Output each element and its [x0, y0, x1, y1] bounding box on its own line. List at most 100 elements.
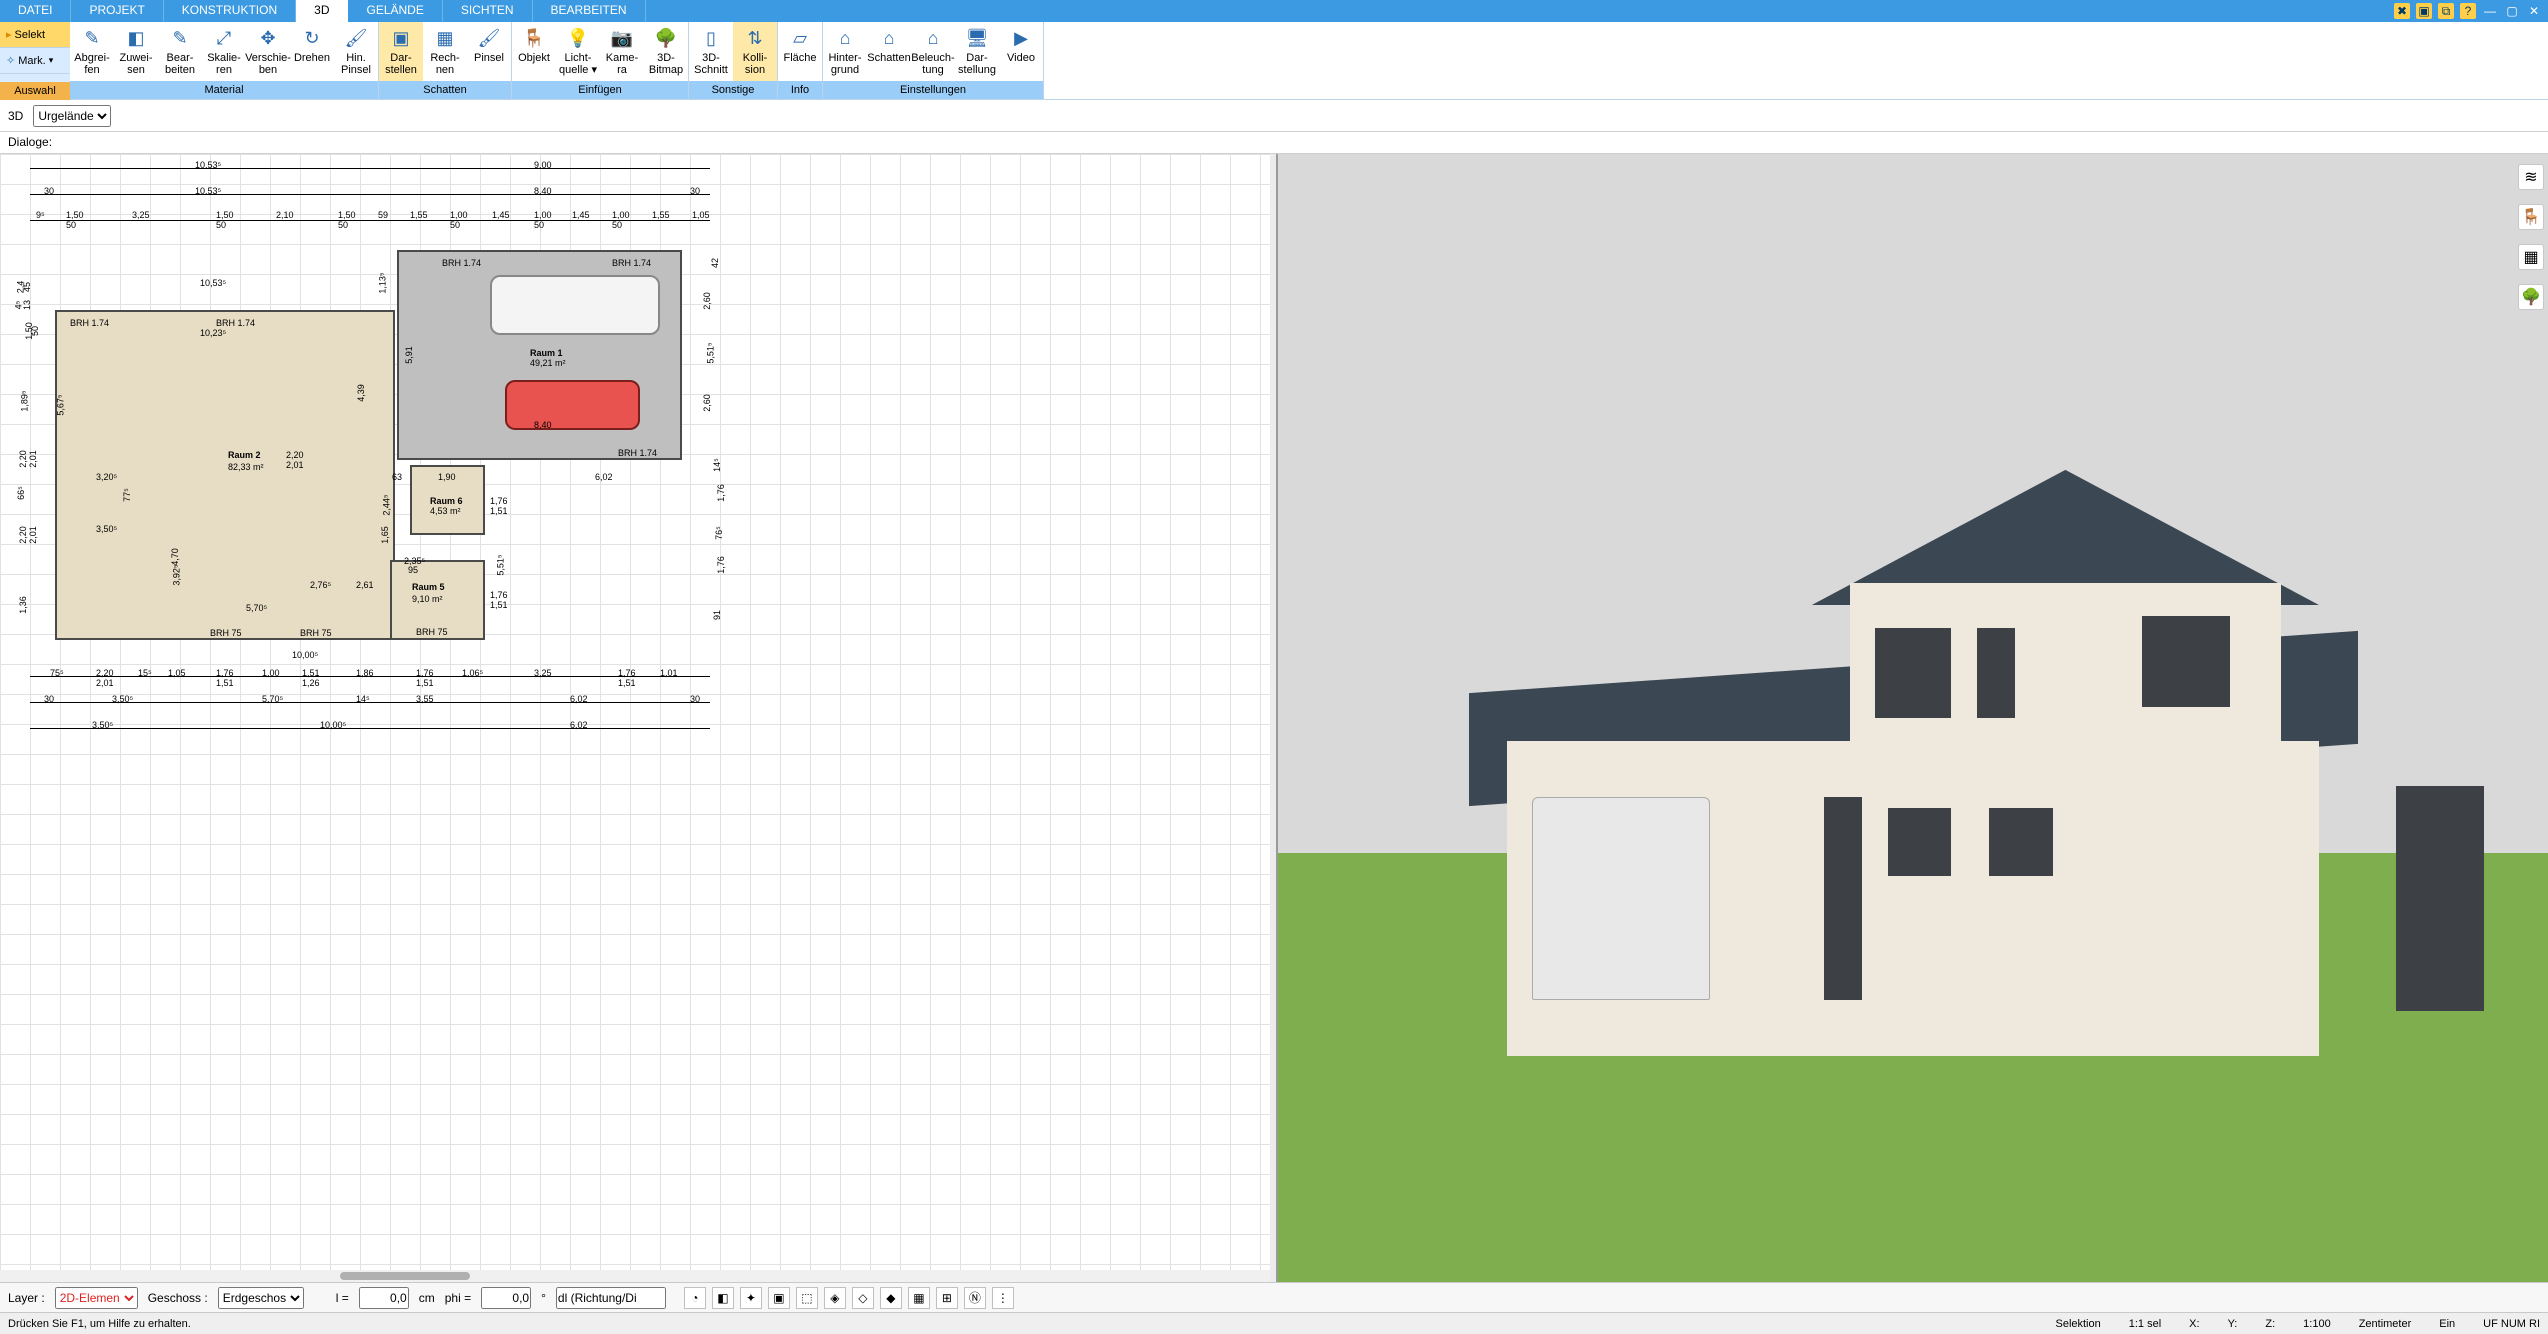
- dimension: 1,51: [490, 600, 508, 610]
- ribbon-beleuchtung[interactable]: ⌂Beleuch-tung: [911, 22, 955, 81]
- tool-icon-11[interactable]: ⋮: [992, 1287, 1014, 1309]
- geschoss-label: Geschoss :: [148, 1291, 208, 1305]
- box-icon[interactable]: ▣: [2416, 3, 2432, 19]
- dimension: BRH 1.74: [70, 318, 109, 328]
- phi-input[interactable]: [481, 1287, 531, 1309]
- ribbon-3d-bitmap[interactable]: 🌳3D-Bitmap: [644, 22, 688, 81]
- toolbar-icons: ◔ ◧ ✦ ▣ ⬚ ◈ ◇ ◆ ▦ ⊞ Ⓝ ⋮: [684, 1287, 1014, 1309]
- tool-icon-0[interactable]: ◔: [684, 1287, 706, 1309]
- group-label-material: Material: [70, 81, 378, 99]
- ribbon-lichtquelle[interactable]: 💡Licht-quelle ▾: [556, 22, 600, 81]
- car-white[interactable]: [490, 275, 660, 335]
- l-input[interactable]: [359, 1287, 409, 1309]
- menu-tab-projekt[interactable]: PROJEKT: [71, 0, 163, 22]
- geschoss-select[interactable]: Erdgeschos: [218, 1287, 304, 1309]
- ribbon-hin-pinsel[interactable]: 🖌Hin.Pinsel: [334, 22, 378, 81]
- ribbon-3d-schnitt[interactable]: ▯3D-Schnitt: [689, 22, 733, 81]
- menu-tab-sichten[interactable]: SICHTEN: [443, 0, 533, 22]
- dimension: Raum 2: [228, 450, 261, 460]
- floorplan-view[interactable]: 10.53⁵9.0010.53⁵8.4030309⁵1,50503,251,50…: [0, 154, 1270, 1282]
- l-unit: cm: [419, 1291, 435, 1305]
- mark-mode[interactable]: ✧Mark.▾: [0, 48, 70, 74]
- ribbon-bearbeiten[interactable]: ✎Bear-beiten: [158, 22, 202, 81]
- ribbon-rechnen[interactable]: ▦Rech-nen: [423, 22, 467, 81]
- tool-icon-1[interactable]: ◧: [712, 1287, 734, 1309]
- kollision-icon: ⇅: [741, 26, 769, 52]
- tool-icon-5[interactable]: ◈: [824, 1287, 846, 1309]
- ribbon-drehen[interactable]: ↻Drehen: [290, 22, 334, 81]
- menu-tab-konstruktion[interactable]: KONSTRUKTION: [164, 0, 296, 22]
- dimension: 1,76: [490, 590, 508, 600]
- ribbon-zuweisen[interactable]: ◧Zuwei-sen: [114, 22, 158, 81]
- tool-icon-3[interactable]: ▣: [768, 1287, 790, 1309]
- close-icon[interactable]: ✕: [2526, 3, 2542, 19]
- minimize-icon[interactable]: —: [2482, 3, 2498, 19]
- ribbon-objekt[interactable]: 🪑Objekt: [512, 22, 556, 81]
- hin-pinsel-icon: 🖌: [342, 26, 370, 52]
- coord-z: Z:: [2265, 1318, 2275, 1330]
- dl-input[interactable]: [556, 1287, 666, 1309]
- menu-tab-3d[interactable]: 3D: [296, 0, 348, 22]
- help-icon[interactable]: ?: [2460, 3, 2476, 19]
- ribbon-flaeche[interactable]: ▱Fläche: [778, 22, 822, 81]
- ribbon-kamera[interactable]: 📷Kame-ra: [600, 22, 644, 81]
- dimension: 2,01: [286, 460, 304, 470]
- tool-icon-2[interactable]: ✦: [740, 1287, 762, 1309]
- ribbon-video[interactable]: ▶Video: [999, 22, 1043, 81]
- restore-icon[interactable]: ▢: [2504, 3, 2520, 19]
- dimension: 2,76⁵: [310, 580, 331, 590]
- mode-3d-label: 3D: [8, 109, 23, 123]
- dimension: Raum 6: [430, 496, 463, 506]
- menu-tab-bearbeiten[interactable]: BEARBEITEN: [533, 0, 646, 22]
- tool-icon-4[interactable]: ⬚: [796, 1287, 818, 1309]
- dimension: 50: [66, 220, 76, 230]
- horizontal-scrollbar[interactable]: [0, 1270, 1270, 1282]
- ribbon-abgreifen[interactable]: ✎Abgrei-fen: [70, 22, 114, 81]
- video-icon: ▶: [1007, 26, 1035, 52]
- dimension: 5,67⁵: [56, 394, 66, 415]
- ribbon-kollision[interactable]: ⇅Kolli-sion: [733, 22, 777, 81]
- layer-select[interactable]: 2D-Elemen: [55, 1287, 138, 1309]
- terrain-select[interactable]: Urgelände: [33, 105, 111, 127]
- ribbon-skalieren[interactable]: ⤢Skalie-ren: [202, 22, 246, 81]
- palette-2[interactable]: ▦: [2518, 244, 2544, 270]
- ribbon-darstellen[interactable]: ▣Dar-stellen: [379, 22, 423, 81]
- copy-icon[interactable]: ⧉: [2438, 3, 2454, 19]
- menu-tab-datei[interactable]: DATEI: [0, 0, 71, 22]
- group-label-sonstige: Sonstige: [689, 81, 777, 99]
- ribbon-hintergrund[interactable]: ⌂Hinter-grund: [823, 22, 867, 81]
- tool-icon-7[interactable]: ◆: [880, 1287, 902, 1309]
- palette-0[interactable]: ≋: [2518, 164, 2544, 190]
- zuweisen-icon: ◧: [122, 26, 150, 52]
- tools-icon[interactable]: ✖: [2394, 3, 2410, 19]
- ribbon-darstellung[interactable]: 🖥Dar-stellung: [955, 22, 999, 81]
- tool-icon-6[interactable]: ◇: [852, 1287, 874, 1309]
- dimension: 4,39: [356, 384, 366, 402]
- menu-tab-gelände[interactable]: GELÄNDE: [348, 0, 442, 22]
- schatten-einst-icon: ⌂: [875, 26, 903, 52]
- ribbon-pinsel[interactable]: 🖌Pinsel: [467, 22, 511, 81]
- ribbon-verschieben[interactable]: ✥Verschie-ben: [246, 22, 290, 81]
- dimension: 3,20⁵: [96, 472, 117, 482]
- render-view[interactable]: ≋ 🪑 ▦ 🌳: [1276, 154, 2548, 1282]
- dimension: 63: [392, 472, 402, 482]
- dimension: 42: [710, 258, 720, 268]
- palette-1[interactable]: 🪑: [2518, 204, 2544, 230]
- dimension: 49,21 m²: [530, 358, 566, 368]
- palette-3[interactable]: 🌳: [2518, 284, 2544, 310]
- dimension: 1,76: [716, 556, 726, 574]
- ribbon-schatten-einst[interactable]: ⌂Schatten: [867, 22, 911, 81]
- dimension: 66⁵: [16, 486, 26, 500]
- tool-icon-10[interactable]: Ⓝ: [964, 1287, 986, 1309]
- tool-icon-8[interactable]: ▦: [908, 1287, 930, 1309]
- dimension: 5,91: [404, 346, 414, 364]
- dimension: 2,61: [356, 580, 374, 590]
- dimension: 1,89⁵: [20, 390, 30, 411]
- tool-icon-9[interactable]: ⊞: [936, 1287, 958, 1309]
- select-mode[interactable]: ▸Selekt: [0, 22, 70, 48]
- car-red[interactable]: [505, 380, 640, 430]
- pinsel-icon: 🖌: [475, 26, 503, 52]
- scroll-thumb[interactable]: [340, 1272, 470, 1280]
- dimension: 1,05: [692, 210, 710, 220]
- dimension: 14⁵: [712, 458, 722, 472]
